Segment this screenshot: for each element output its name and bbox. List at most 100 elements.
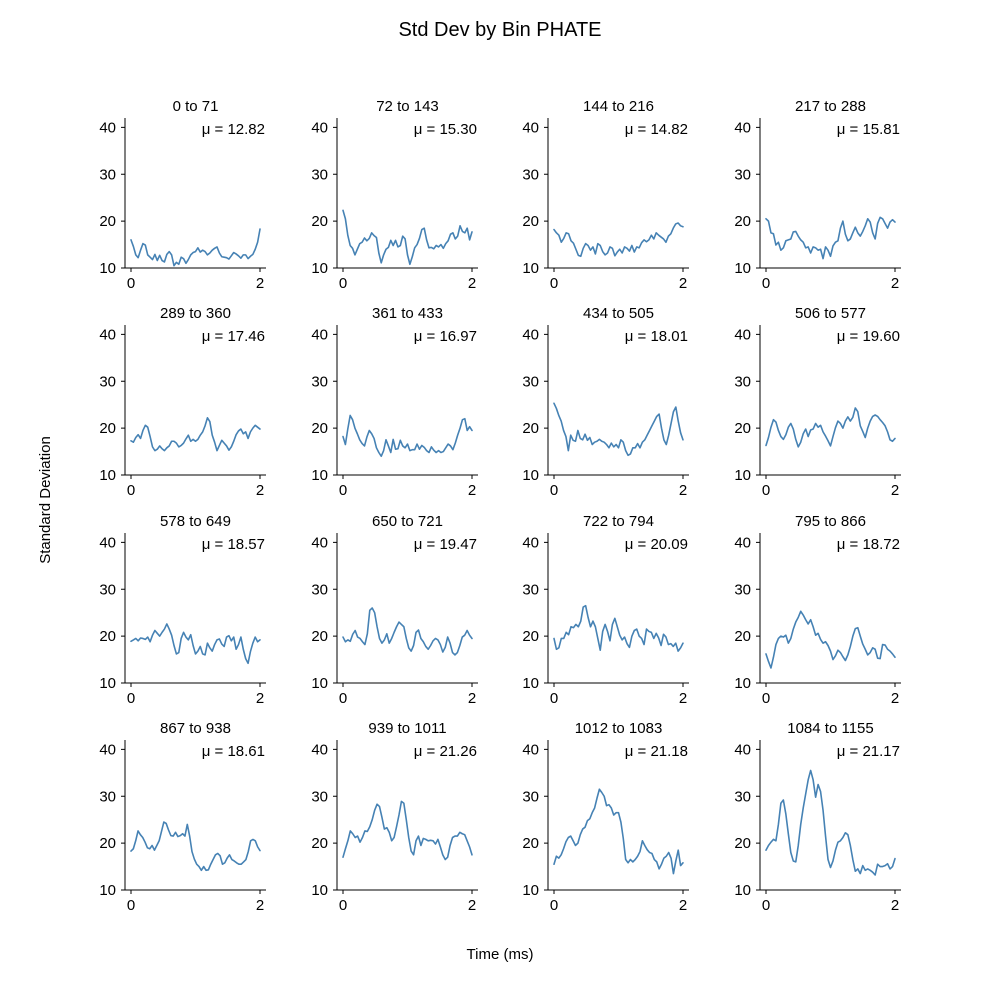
x-tick-label: 0 bbox=[127, 897, 135, 914]
y-tick-label: 30 bbox=[311, 166, 328, 183]
mean-label: μ = 19.60 bbox=[837, 328, 900, 345]
series-line bbox=[130, 821, 261, 872]
panel-title: 217 to 288 bbox=[795, 98, 866, 115]
y-tick-label: 30 bbox=[734, 166, 751, 183]
y-tick-label: 30 bbox=[522, 373, 539, 390]
series-line bbox=[765, 769, 896, 876]
x-tick-label: 2 bbox=[468, 275, 476, 292]
mean-label: μ = 18.57 bbox=[202, 536, 265, 553]
y-tick-label: 40 bbox=[99, 741, 116, 758]
mean-label: μ = 17.46 bbox=[202, 328, 265, 345]
mean-label: μ = 14.82 bbox=[625, 121, 688, 138]
y-tick-label: 10 bbox=[311, 675, 328, 692]
series-line bbox=[553, 604, 684, 652]
panel-title: 0 to 71 bbox=[173, 98, 219, 115]
series-line bbox=[553, 222, 684, 258]
y-tick-label: 20 bbox=[522, 213, 539, 230]
y-tick-label: 30 bbox=[99, 788, 116, 805]
panel-8: 506 to 577 10 20 30 40 0 2 μ = 19.60 bbox=[734, 305, 901, 499]
panel-1: 0 to 71 10 20 30 40 0 2 μ = 12.82 bbox=[99, 98, 266, 292]
x-tick-label: 0 bbox=[339, 690, 347, 707]
x-tick-label: 2 bbox=[891, 275, 899, 292]
panel-12: 795 to 866 10 20 30 40 0 2 μ = 18.72 bbox=[734, 513, 901, 707]
y-tick-label: 40 bbox=[734, 534, 751, 551]
y-tick-label: 10 bbox=[734, 882, 751, 899]
y-tick-label: 40 bbox=[311, 741, 328, 758]
panel-13: 867 to 938 10 20 30 40 0 2 μ = 18.61 bbox=[99, 720, 266, 914]
mean-label: μ = 18.01 bbox=[625, 328, 688, 345]
y-tick-label: 10 bbox=[734, 260, 751, 277]
panel-title: 578 to 649 bbox=[160, 513, 231, 530]
x-tick-label: 0 bbox=[127, 275, 135, 292]
y-tick-label: 20 bbox=[734, 420, 751, 437]
y-tick-label: 10 bbox=[99, 467, 116, 484]
y-tick-label: 10 bbox=[311, 882, 328, 899]
panel-6: 361 to 433 10 20 30 40 0 2 μ = 16.97 bbox=[311, 305, 478, 499]
series-line bbox=[553, 402, 684, 457]
y-tick-label: 40 bbox=[522, 326, 539, 343]
y-tick-label: 40 bbox=[522, 534, 539, 551]
y-tick-label: 30 bbox=[734, 373, 751, 390]
y-tick-label: 30 bbox=[99, 166, 116, 183]
panel-3: 144 to 216 10 20 30 40 0 2 μ = 14.82 bbox=[522, 98, 689, 292]
y-tick-label: 30 bbox=[99, 581, 116, 598]
y-tick-label: 20 bbox=[734, 213, 751, 230]
x-tick-label: 2 bbox=[891, 690, 899, 707]
panel-15: 1012 to 1083 10 20 30 40 0 2 μ = 21.18 bbox=[522, 720, 689, 914]
y-tick-label: 40 bbox=[734, 119, 751, 136]
x-tick-label: 2 bbox=[256, 482, 264, 499]
panel-title: 1084 to 1155 bbox=[787, 720, 873, 737]
x-tick-label: 2 bbox=[891, 482, 899, 499]
panel-7: 434 to 505 10 20 30 40 0 2 μ = 18.01 bbox=[522, 305, 689, 499]
x-tick-label: 2 bbox=[891, 897, 899, 914]
mean-label: μ = 21.26 bbox=[414, 743, 477, 760]
y-tick-label: 10 bbox=[99, 675, 116, 692]
y-tick-label: 20 bbox=[734, 628, 751, 645]
mean-label: μ = 19.47 bbox=[414, 536, 477, 553]
x-tick-label: 2 bbox=[679, 897, 687, 914]
x-tick-label: 0 bbox=[550, 482, 558, 499]
y-tick-label: 40 bbox=[99, 326, 116, 343]
panel-9: 578 to 649 10 20 30 40 0 2 μ = 18.57 bbox=[99, 513, 266, 707]
y-tick-label: 30 bbox=[99, 373, 116, 390]
mean-label: μ = 12.82 bbox=[202, 121, 265, 138]
y-tick-label: 40 bbox=[311, 326, 328, 343]
x-tick-label: 0 bbox=[550, 690, 558, 707]
series-line bbox=[765, 610, 896, 669]
x-tick-label: 0 bbox=[762, 897, 770, 914]
y-tick-label: 40 bbox=[99, 119, 116, 136]
x-tick-label: 0 bbox=[339, 275, 347, 292]
mean-label: μ = 21.18 bbox=[625, 743, 688, 760]
y-tick-label: 20 bbox=[311, 628, 328, 645]
x-tick-label: 2 bbox=[468, 482, 476, 499]
panel-title: 434 to 505 bbox=[583, 305, 654, 322]
y-tick-label: 30 bbox=[734, 788, 751, 805]
y-tick-label: 30 bbox=[311, 788, 328, 805]
x-tick-label: 0 bbox=[339, 482, 347, 499]
mean-label: μ = 16.97 bbox=[414, 328, 477, 345]
y-tick-label: 40 bbox=[99, 534, 116, 551]
x-tick-label: 0 bbox=[550, 275, 558, 292]
panel-14: 939 to 1011 10 20 30 40 0 2 μ = 21.26 bbox=[311, 720, 478, 914]
series-line bbox=[130, 623, 261, 665]
panel-title: 289 to 360 bbox=[160, 305, 231, 322]
series-line bbox=[342, 607, 473, 656]
y-tick-label: 30 bbox=[522, 166, 539, 183]
y-tick-label: 20 bbox=[99, 835, 116, 852]
mean-label: μ = 21.17 bbox=[837, 743, 900, 760]
y-tick-label: 40 bbox=[522, 741, 539, 758]
y-tick-label: 40 bbox=[311, 534, 328, 551]
y-tick-label: 20 bbox=[311, 213, 328, 230]
panel-11: 722 to 794 10 20 30 40 0 2 μ = 20.09 bbox=[522, 513, 689, 707]
panel-title: 144 to 216 bbox=[583, 98, 654, 115]
panel-10: 650 to 721 10 20 30 40 0 2 μ = 19.47 bbox=[311, 513, 478, 707]
panel-title: 72 to 143 bbox=[376, 98, 439, 115]
x-tick-label: 2 bbox=[679, 482, 687, 499]
y-tick-label: 30 bbox=[734, 581, 751, 598]
x-tick-label: 0 bbox=[762, 690, 770, 707]
x-tick-label: 0 bbox=[127, 690, 135, 707]
x-tick-label: 2 bbox=[256, 690, 264, 707]
y-tick-label: 30 bbox=[522, 581, 539, 598]
